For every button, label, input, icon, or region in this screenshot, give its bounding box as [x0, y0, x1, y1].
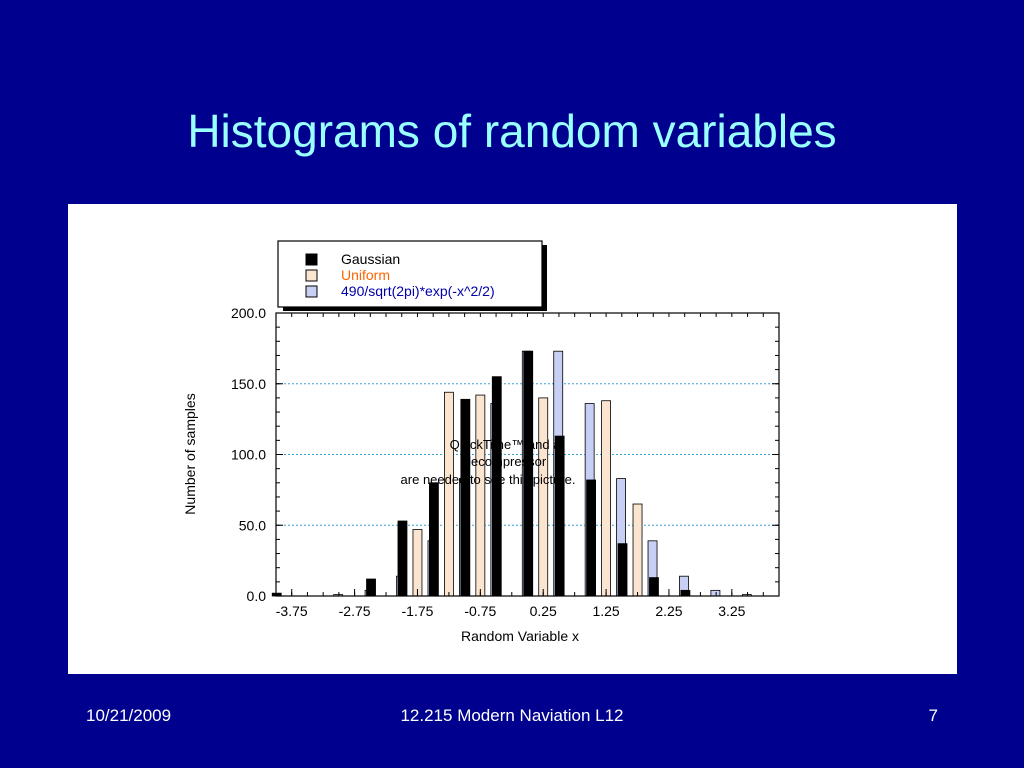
- y-tick-label: 50.0: [239, 517, 266, 533]
- uniform-bar: [412, 529, 423, 597]
- uniform-bar: [475, 394, 486, 597]
- legend-box: [277, 240, 543, 308]
- y-tick-label: 150.0: [231, 376, 266, 392]
- x-tick-label: -0.75: [464, 603, 496, 619]
- y-tick-label: 200.0: [231, 305, 266, 321]
- legend-swatch-uniform: [305, 269, 318, 282]
- tick-labels: 0.0 50.0 100.0 150.0 200.0 -3.75 -2.75 -1.75 -0.…: [231, 305, 746, 619]
- y-axis-label: Number of samples: [182, 393, 198, 514]
- x-tick-label: 0.25: [530, 603, 557, 619]
- footer-date: 10/21/2009: [86, 706, 172, 725]
- uniform-bar: [444, 391, 454, 597]
- uniform-bar: [632, 503, 643, 597]
- x-tick-label: -1.75: [402, 603, 434, 619]
- uniform-bar: [538, 397, 549, 597]
- gaussian-bar: [617, 543, 628, 597]
- legend-label-uniform: Uniform: [341, 267, 390, 283]
- legend-swatch-gaussian: [305, 253, 318, 266]
- histogram-chart: 0.0 50.0 100.0 150.0 200.0 -3.75 -2.75 -1.75 -0.…: [182, 240, 780, 644]
- gaussian-bar: [554, 435, 565, 597]
- legend: Gaussian Uniform 490/sqrt(2pi)*exp(-x^2/…: [277, 240, 547, 311]
- gaussian-bar: [649, 577, 659, 597]
- bars: [271, 350, 752, 597]
- x-tick-label: -2.75: [339, 603, 371, 619]
- y-tick-label: 0.0: [247, 588, 267, 604]
- gaussian-bar: [429, 482, 439, 597]
- legend-label-theory: 490/sqrt(2pi)*exp(-x^2/2): [341, 283, 495, 299]
- theory-bar: [710, 589, 721, 597]
- x-tick-label: 2.25: [655, 603, 682, 619]
- x-tick-label: -3.75: [276, 603, 308, 619]
- slide-title: Histograms of random variables: [187, 105, 837, 157]
- placeholder-line-1: QuickTime™ and a: [450, 437, 562, 452]
- gaussian-bar: [397, 520, 408, 597]
- legend-label-gaussian: Gaussian: [341, 251, 400, 267]
- footer-course: 12.215 Modern Naviation L12: [400, 706, 624, 725]
- placeholder-text: QuickTime™ and a decompressor are needed…: [401, 437, 576, 487]
- gaussian-bar: [366, 578, 376, 597]
- placeholder-line-3: are needed to see this picture.: [401, 472, 576, 487]
- ticks: [275, 312, 780, 597]
- uniform-bar: [601, 400, 611, 597]
- gaussian-bar: [680, 589, 691, 597]
- gaussian-bar: [460, 398, 471, 597]
- x-tick-label: 3.25: [718, 603, 745, 619]
- chart-panel: 0.0 50.0 100.0 150.0 200.0 -3.75 -2.75 -1.75 -0.…: [68, 204, 957, 674]
- gaussian-bar: [586, 479, 596, 597]
- placeholder-line-2: decompressor: [464, 454, 547, 469]
- footer-page-number: 7: [928, 706, 938, 725]
- x-tick-label: 1.25: [592, 603, 619, 619]
- legend-swatch-theory: [305, 285, 318, 298]
- x-axis-label: Random Variable x: [461, 628, 579, 644]
- y-tick-label: 100.0: [231, 447, 266, 463]
